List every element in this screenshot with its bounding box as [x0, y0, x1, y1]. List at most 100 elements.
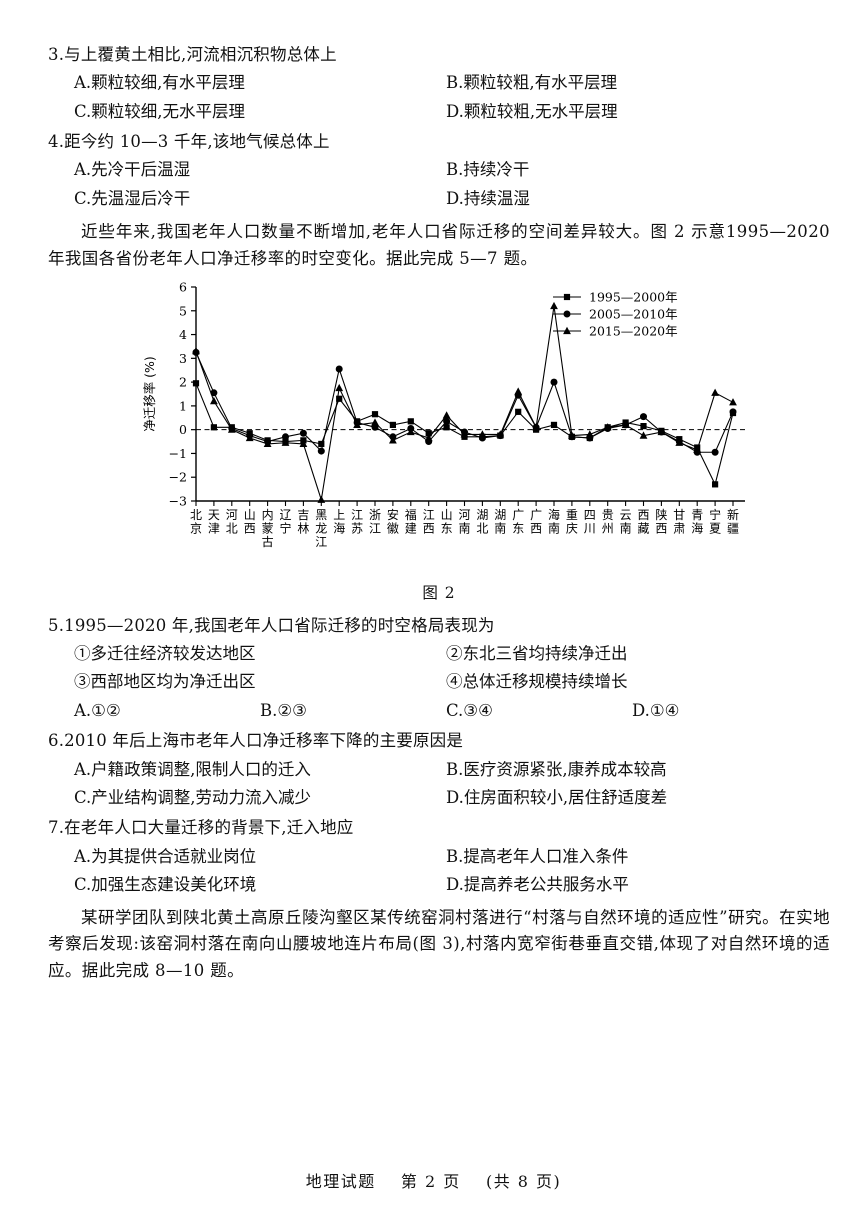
question-6-option-c[interactable]: C.产业结构调整,劳动力流入减少 [74, 788, 312, 807]
question-5-items-row-2: ③西部地区均为净迁出区 ④总体迁移规模持续增长 [48, 671, 830, 692]
data-point-marker [425, 429, 432, 437]
x-axis-category-label: 山 [441, 508, 453, 522]
y-axis-tick-label: 0 [179, 422, 187, 437]
footer-total-pages: (共 8 页) [485, 1172, 562, 1191]
legend-label: 1995—2000年 [589, 289, 678, 304]
data-point-marker [281, 438, 290, 446]
x-axis-category-label: 海 [333, 520, 345, 535]
question-3-option-a[interactable]: A.颗粒较细,有水平层理 [74, 73, 245, 93]
x-axis-category-label: 黑 [315, 508, 327, 522]
question-7-stem: 7.在老年人口大量迁移的背景下,迁入地应 [48, 818, 354, 838]
x-axis-category-label: 贵 [602, 508, 614, 522]
x-axis-category-label: 南 [548, 520, 560, 535]
x-axis-category-label: 西 [655, 521, 667, 535]
data-point-marker [532, 422, 540, 431]
question-5-item-2[interactable]: ②东北三省均持续净迁出 [446, 643, 628, 663]
y-axis-tick-label: 3 [179, 351, 187, 366]
data-point-marker [317, 447, 325, 455]
x-axis-category-label: 山 [244, 508, 256, 522]
x-axis-category-label: 南 [494, 520, 506, 535]
question-5-option-d[interactable]: D.①④ [632, 700, 680, 720]
question-4-option-d[interactable]: D.持续温湿 [446, 188, 530, 208]
x-axis-category-label: 四 [584, 508, 596, 522]
question-4: 4.距今约 10—3 千年,该地气候总体上 A.先冷干后温湿 B.持续冷干 C.… [48, 131, 830, 209]
question-7-option-a[interactable]: A.为其提供合适就业岗位 [74, 846, 257, 866]
y-axis-tick-label: −1 [169, 446, 187, 461]
data-point-marker [210, 396, 218, 404]
data-point-marker [585, 429, 594, 438]
x-axis-category-label: 东 [441, 521, 453, 535]
question-7-option-d[interactable]: D.提高养老公共服务水平 [446, 875, 629, 895]
data-point-marker [712, 480, 719, 488]
question-5-items-row-1: ①多迁往经济较发达地区 ②东北三省均持续净迁出 [48, 643, 830, 664]
question-3-option-d[interactable]: D.颗粒较粗,无水平层理 [446, 101, 618, 121]
x-axis-category-label: 津 [208, 521, 220, 535]
data-point-marker [639, 431, 648, 439]
data-point-marker [443, 417, 451, 425]
question-7-options-row-1: A.为其提供合适就业岗位 B.提高老年人口准入条件 [48, 846, 830, 867]
question-6-option-d[interactable]: D.住房面积较小,居住舒适度差 [446, 788, 668, 807]
x-axis-category-label: 青 [691, 508, 703, 522]
data-point-marker [550, 421, 558, 428]
x-axis-category-label: 古 [262, 534, 274, 549]
data-point-marker [657, 427, 666, 435]
question-7-option-b[interactable]: B.提高老年人口准入条件 [446, 846, 629, 866]
data-point-marker [210, 423, 217, 431]
x-axis-category-label: 安 [387, 507, 399, 522]
question-6-option-a[interactable]: A.户籍政策调整,限制人口的迁入 [74, 759, 311, 779]
data-point-marker [299, 439, 308, 447]
data-point-marker [263, 439, 272, 447]
x-axis-category-label: 河 [458, 508, 470, 522]
x-axis-category-label: 上 [333, 508, 345, 522]
question-5-option-a[interactable]: A.①② [74, 700, 121, 720]
question-5: 5.1995—2020 年,我国老年人口省际迁移的时空格局表现为 ①多迁往经济较… [48, 615, 830, 722]
data-point-marker [317, 495, 326, 503]
x-axis-category-label: 河 [226, 508, 238, 522]
question-4-option-b[interactable]: B.持续冷干 [446, 160, 530, 180]
x-axis-category-label: 新 [727, 507, 739, 522]
x-axis-category-label: 江 [423, 508, 435, 522]
question-4-options-row-2: C.先温湿后冷干 D.持续温湿 [48, 188, 830, 209]
x-axis-category-label: 京 [190, 521, 202, 535]
data-point-marker [406, 427, 415, 435]
data-point-marker [424, 433, 433, 441]
question-5-item-1[interactable]: ①多迁往经济较发达地区 [74, 643, 256, 663]
question-7: 7.在老年人口大量迁移的背景下,迁入地应 A.为其提供合适就业岗位 B.提高老年… [48, 817, 830, 895]
question-3: 3.与上覆黄土相比,河流相沉积物总体上 A.颗粒较细,有水平层理 B.颗粒较粗,… [48, 44, 830, 122]
data-point-marker [442, 410, 451, 419]
question-5-option-b[interactable]: B.②③ [260, 700, 307, 720]
question-4-option-c[interactable]: C.先温湿后冷干 [74, 188, 191, 208]
question-4-option-a[interactable]: A.先冷干后温湿 [74, 160, 191, 180]
x-axis-category-label: 州 [602, 521, 614, 535]
x-axis-category-label: 陕 [655, 507, 667, 522]
x-axis-category-label: 西 [637, 508, 649, 522]
data-point-marker [336, 395, 343, 402]
x-axis-category-label: 川 [584, 521, 596, 535]
x-axis-category-label: 夏 [709, 521, 721, 535]
y-axis-tick-label: −2 [169, 469, 187, 484]
question-5-option-c[interactable]: C.③④ [446, 700, 493, 720]
page-footer: 地理试题 第 2 页 (共 8 页) [0, 1168, 867, 1192]
question-6-option-b[interactable]: B.医疗资源紧张,康养成本较高 [446, 759, 667, 779]
data-point-marker [318, 440, 325, 447]
question-3-option-b[interactable]: B.颗粒较粗,有水平层理 [446, 73, 618, 93]
x-axis-category-label: 重 [566, 508, 578, 522]
data-point-marker [550, 378, 558, 386]
question-4-options-row-1: A.先冷干后温湿 B.持续冷干 [48, 159, 830, 180]
data-point-marker [227, 425, 236, 433]
question-5-item-3[interactable]: ③西部地区均为净迁出区 [74, 672, 256, 692]
figure-2-caption: 图 2 [422, 583, 456, 602]
data-point-marker [603, 422, 612, 431]
x-axis-category-label: 西 [423, 521, 435, 535]
x-axis-category-label: 广 [512, 508, 524, 522]
x-axis-category-label: 北 [226, 521, 238, 535]
question-3-option-c[interactable]: C.颗粒较细,无水平层理 [74, 101, 246, 121]
x-axis-category-label: 江 [315, 535, 327, 549]
data-point-marker [693, 445, 702, 453]
data-point-marker [729, 408, 737, 416]
data-point-marker [353, 420, 361, 428]
question-5-item-4[interactable]: ④总体迁移规模持续增长 [446, 672, 628, 692]
question-7-option-c[interactable]: C.加强生态建设美化环境 [74, 875, 257, 895]
question-4-stem: 4.距今约 10—3 千年,该地气候总体上 [48, 132, 330, 152]
